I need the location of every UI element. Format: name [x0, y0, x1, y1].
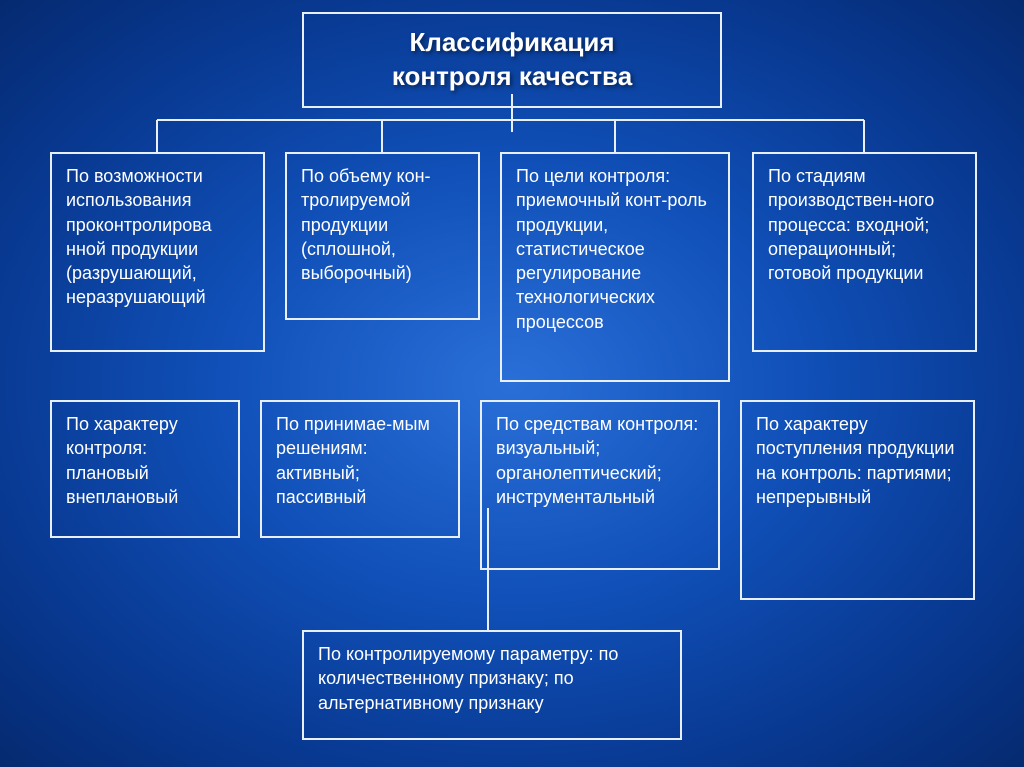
row1-box1: По возможности использования проконтроли…	[50, 152, 265, 352]
row1-box4: По стадиям производствен-ного процесса: …	[752, 152, 977, 352]
title-line2: контроля качества	[392, 61, 632, 91]
row2-box2: По принимае-мым решениям: активный; пасс…	[260, 400, 460, 538]
row2-box3: По средствам контроля: визуальный; орган…	[480, 400, 720, 570]
row2-box1: По характеру контроля: плановый внеплано…	[50, 400, 240, 538]
title-line1: Классификация	[409, 27, 614, 57]
row3-box1: По контролируемому параметру: по количес…	[302, 630, 682, 740]
row1-box2: По объему кон-тролируемой продукции (спл…	[285, 152, 480, 320]
row2-box4: По характеру поступления продукции на ко…	[740, 400, 975, 600]
row1-box3: По цели контроля: приемочный конт-роль п…	[500, 152, 730, 382]
title-box: Классификация контроля качества	[302, 12, 722, 108]
